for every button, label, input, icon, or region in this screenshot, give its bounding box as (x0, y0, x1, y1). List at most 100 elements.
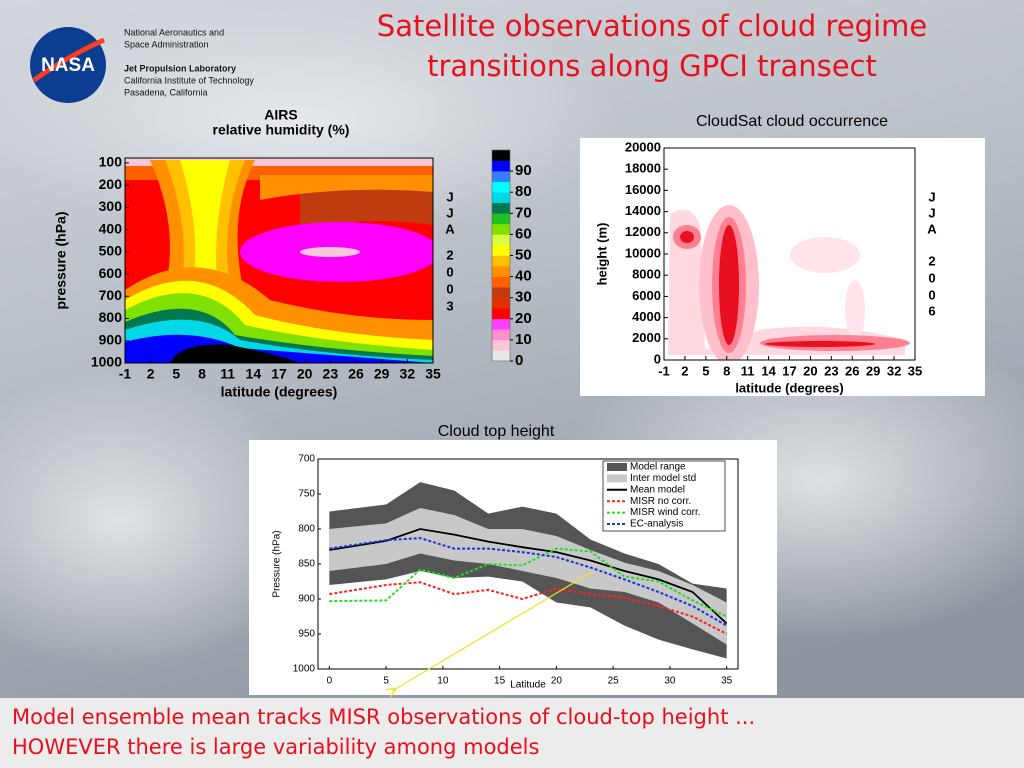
colorbar-label: 50 (515, 246, 532, 263)
colorbar-box (492, 318, 510, 330)
season-label: J (928, 189, 935, 204)
x-tick-label: 35 (721, 676, 733, 687)
legend-swatch (607, 463, 627, 471)
season-label: A (927, 221, 937, 236)
arrow (392, 571, 593, 691)
y-tick-label: 2000 (632, 330, 661, 345)
colorbar-label: 20 (515, 310, 532, 327)
y-tick-label: 800 (99, 309, 123, 325)
colorbar-box (492, 223, 510, 235)
x-tick-label: 26 (348, 366, 364, 382)
x-tick-label: 5 (702, 363, 709, 378)
colorbar-box (492, 213, 510, 225)
season-label: 3 (446, 298, 453, 313)
season-label: 2 (446, 247, 453, 262)
x-tick-label: 20 (803, 363, 817, 378)
colorbar-box (492, 329, 510, 341)
y-axis-label: height (m) (594, 223, 609, 286)
line (329, 581, 728, 635)
y-tick-label: 16000 (625, 182, 661, 197)
y-tick-label: 1000 (91, 354, 122, 370)
x-tick-label: 30 (664, 676, 676, 687)
y-tick-label: 6000 (632, 288, 661, 303)
x-tick-label: 35 (908, 363, 922, 378)
x-tick-label: 25 (608, 676, 620, 687)
y-tick-label: 850 (298, 559, 315, 570)
colorbar-box (492, 244, 510, 256)
x-tick-label: 10 (437, 676, 449, 687)
colorbar-box (492, 234, 510, 246)
x-tick-label: -1 (658, 363, 670, 378)
x-axis-label: latitude (degrees) (735, 380, 843, 395)
y-tick-label: 8000 (632, 267, 661, 282)
legend-label: Mean model (630, 484, 685, 495)
colorbar-label: 80 (515, 183, 532, 200)
colorbar-box (492, 192, 510, 204)
y-tick-label: 12000 (625, 224, 661, 239)
y-tick-label: 750 (298, 489, 315, 500)
legend-swatch (607, 474, 627, 483)
chart-title: relative humidity (%) (213, 122, 350, 138)
x-tick-label: 35 (425, 366, 441, 382)
footer-text: HOWEVER there is large variability among… (12, 735, 539, 759)
y-tick-label: 900 (99, 331, 123, 347)
agency: National Aeronautics and (124, 27, 224, 37)
cloud (0, 370, 320, 670)
legend-label: Model range (630, 462, 686, 473)
y-tick-label: 200 (99, 176, 123, 192)
colorbar-box (492, 160, 510, 172)
colorbar-label: 60 (515, 225, 532, 242)
y-tick-label: 600 (99, 265, 123, 281)
y-tick-label: 300 (99, 198, 123, 214)
y-tick-label: 950 (298, 629, 315, 640)
x-tick-label: 11 (741, 363, 755, 378)
x-tick-label: 8 (723, 363, 730, 378)
season-label: J (446, 205, 453, 220)
colorbar-label: 70 (515, 204, 532, 221)
x-tick-label: 26 (845, 363, 859, 378)
logo-text: NASA (41, 55, 95, 76)
colorbar-box (492, 181, 510, 193)
x-axis-label: Latitude (510, 680, 546, 691)
colorbar-label: 10 (515, 331, 532, 348)
colorbar-box (492, 276, 510, 288)
legend (602, 460, 726, 532)
colorbar-box (492, 255, 510, 267)
y-tick-label: 400 (99, 220, 123, 236)
chart-title: Cloud top height (438, 423, 555, 440)
y-tick-label: 900 (298, 594, 315, 605)
x-tick-label: 32 (887, 363, 901, 378)
y-tick-label: 700 (99, 287, 123, 303)
season-label: A (445, 221, 455, 236)
legend-label: Inter model std (630, 473, 696, 484)
footer-band (0, 698, 1024, 768)
legend-label: MISR no corr. (630, 496, 691, 507)
footer-text: Model ensemble mean tracks MISR observat… (12, 705, 755, 729)
x-tick-label: 29 (866, 363, 880, 378)
lab-line: California Institute of Technology (124, 75, 254, 85)
lab: Jet Propulsion Laboratory (124, 63, 236, 73)
y-tick-label: 700 (298, 454, 315, 465)
line (329, 528, 728, 625)
contour-field (668, 205, 910, 360)
y-tick-label: 100 (99, 154, 123, 170)
y-axis-label: pressure (hPa) (53, 211, 69, 309)
x-tick-label: 5 (172, 366, 180, 382)
colorbar-box (492, 308, 510, 320)
agency: Space Administration (124, 39, 209, 49)
y-tick-label: 500 (99, 243, 123, 259)
x-tick-label: 8 (198, 366, 206, 382)
x-tick-label: 20 (297, 366, 313, 382)
colorbar-box (492, 171, 510, 182)
x-tick-label: 32 (400, 366, 416, 382)
x-tick-label: 14 (246, 366, 262, 382)
x-tick-label: 14 (761, 363, 776, 378)
y-tick-label: 4000 (632, 309, 661, 324)
x-tick-label: 2 (681, 363, 688, 378)
y-tick-label: 800 (298, 524, 315, 535)
x-tick-label: 29 (374, 366, 390, 382)
season-label: 2 (928, 253, 935, 268)
legend-label: MISR wind corr. (630, 507, 701, 518)
